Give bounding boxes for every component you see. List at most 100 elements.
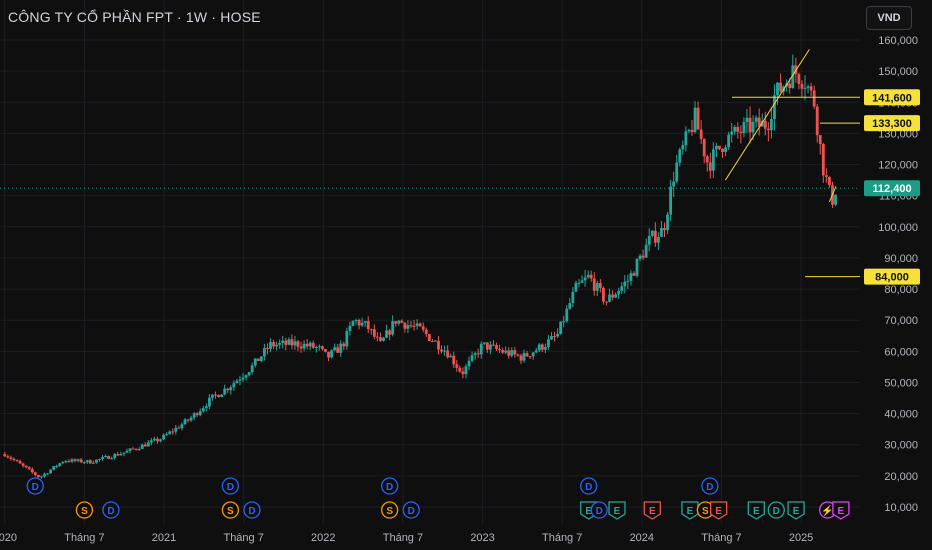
candle-body — [55, 465, 59, 467]
event-letter: E — [753, 506, 760, 517]
candle-body — [705, 156, 709, 163]
candle-body — [495, 345, 498, 349]
candle-body — [137, 448, 141, 450]
candle-body — [287, 339, 291, 345]
event-earnings-icon[interactable]: E — [787, 501, 805, 520]
candle-body — [702, 138, 706, 157]
candle-body — [131, 448, 135, 450]
event-split-icon[interactable]: S — [75, 501, 94, 519]
candle-body — [675, 162, 679, 182]
candle-body — [30, 468, 34, 473]
candle-body — [470, 355, 474, 361]
event-earnings-icon[interactable]: E — [747, 501, 765, 520]
candle-body — [739, 131, 743, 134]
candle-body — [834, 194, 837, 205]
candle-body — [266, 348, 269, 350]
y-tick-label: 30,000 — [884, 440, 918, 452]
y-tick-label: 100,000 — [878, 222, 918, 234]
candle-body — [516, 354, 520, 356]
candle-body — [256, 358, 260, 362]
y-tick-label: 160,000 — [878, 35, 918, 47]
event-split-icon[interactable]: S — [221, 501, 240, 519]
candle-body — [412, 325, 416, 327]
candle-body — [733, 126, 737, 132]
event-earnings-icon[interactable]: E — [608, 501, 626, 520]
candle-body — [721, 148, 724, 153]
event-letter: E — [838, 506, 845, 517]
candle-body — [770, 119, 773, 131]
candle-body — [690, 129, 694, 133]
candle-body — [76, 459, 80, 461]
candle-body — [382, 337, 385, 341]
event-dividend-icon[interactable]: D — [580, 477, 598, 495]
price-line-label: 84,000 — [875, 272, 909, 284]
event-earnings-icon[interactable]: E — [832, 501, 850, 520]
candle-body — [223, 388, 227, 395]
candle-body — [449, 355, 453, 358]
candle-body — [559, 321, 563, 334]
candle-body — [730, 131, 734, 135]
candle-body — [376, 336, 379, 338]
event-earnings-icon[interactable]: E — [709, 501, 728, 520]
candle-body — [577, 282, 581, 284]
event-letter: D — [248, 506, 255, 517]
event-dividend-icon[interactable]: D — [590, 501, 608, 519]
candle-body — [809, 86, 813, 91]
event-dividend-icon[interactable]: D — [381, 477, 399, 495]
candle-body — [464, 366, 468, 375]
event-dividend-icon[interactable]: D — [243, 501, 261, 519]
candle-body — [443, 350, 446, 352]
candle-body — [513, 350, 517, 355]
candle-body — [510, 350, 514, 356]
candle-body — [317, 346, 321, 348]
candle-body — [614, 294, 618, 298]
candle-body — [485, 342, 489, 350]
candle-body — [369, 329, 373, 331]
currency-button[interactable]: VND — [866, 6, 912, 30]
candle-body — [113, 454, 117, 459]
candle-body — [653, 230, 657, 243]
event-dividend-icon[interactable]: D — [102, 501, 120, 519]
candle-body — [715, 145, 718, 150]
event-split-icon[interactable]: ⚡ — [818, 501, 837, 519]
event-dividend-icon[interactable]: D — [767, 501, 785, 519]
price-line-label: 133,300 — [872, 118, 912, 130]
candle-body — [79, 459, 83, 463]
candle-body — [98, 459, 101, 461]
candle-body — [305, 343, 309, 347]
candle-body — [186, 419, 190, 421]
candle-body — [757, 117, 761, 127]
candle-body — [275, 344, 279, 347]
candle-body — [467, 360, 471, 367]
event-letter: D — [386, 482, 393, 493]
candle-body — [397, 320, 401, 324]
event-dividend-icon[interactable]: D — [26, 477, 44, 495]
event-letter: D — [596, 506, 603, 517]
candle-body — [574, 282, 578, 292]
event-letter: D — [773, 506, 780, 517]
candle-body — [583, 277, 587, 281]
event-earnings-icon[interactable]: E — [681, 501, 699, 520]
candle-body — [568, 303, 572, 309]
candle-body — [528, 356, 532, 358]
x-tick-label: 2025 — [789, 532, 813, 544]
event-dividend-icon[interactable]: D — [221, 477, 240, 495]
candle-body — [421, 326, 425, 330]
candle-body — [409, 325, 413, 327]
candle-body — [388, 330, 392, 335]
x-tick-label: Tháng 7 — [701, 532, 741, 544]
event-split-icon[interactable]: S — [381, 501, 399, 519]
candle-body — [6, 456, 10, 458]
event-earnings-icon[interactable]: E — [643, 501, 661, 520]
candle-body — [85, 460, 89, 463]
candle-body — [611, 294, 614, 298]
candle-body — [327, 351, 330, 358]
candle-body — [296, 341, 300, 347]
candle-body — [140, 444, 144, 449]
event-dividend-icon[interactable]: D — [701, 477, 719, 495]
event-dividend-icon[interactable]: D — [402, 501, 420, 519]
candle-body — [211, 394, 214, 398]
candle-body — [156, 438, 159, 442]
candle-body — [290, 339, 294, 346]
